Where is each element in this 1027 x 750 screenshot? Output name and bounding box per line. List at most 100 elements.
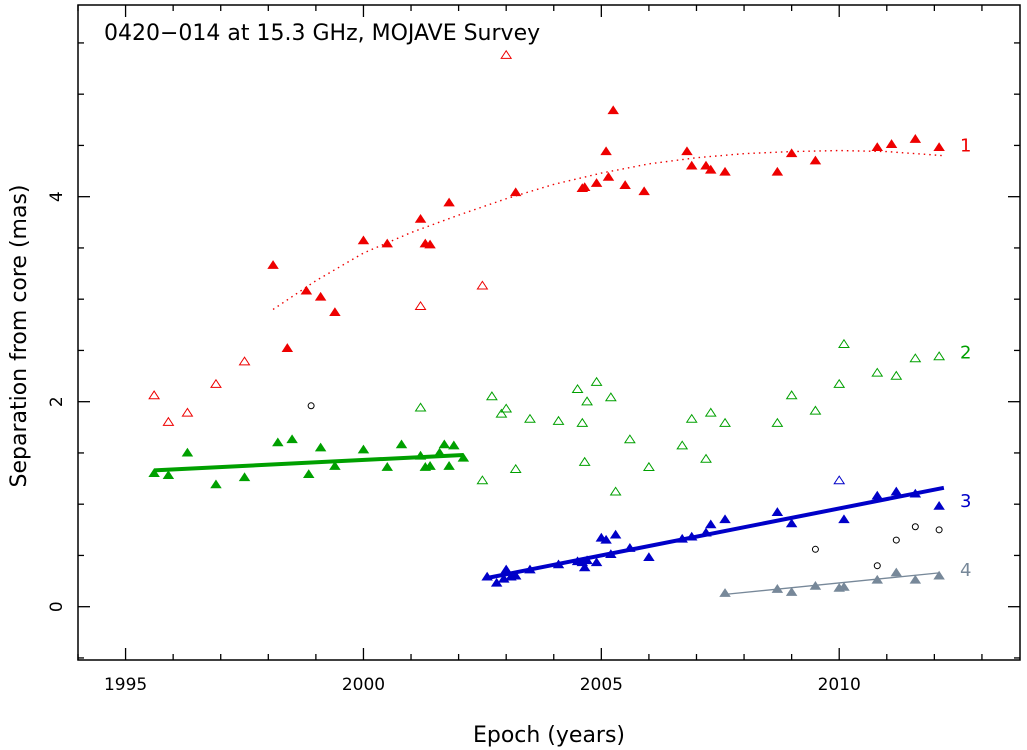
filled-point-1 — [281, 343, 294, 352]
filled-point-1 — [414, 214, 427, 223]
open-point-2 — [500, 403, 513, 413]
filled-point-2 — [181, 447, 194, 457]
fit-line-2 — [154, 452, 464, 473]
data-points — [148, 49, 946, 597]
filled-point-1 — [809, 155, 822, 165]
filled-point-3 — [552, 559, 565, 569]
filled-point-4 — [871, 574, 884, 584]
axis-tick-labels: 1995 2000 2005 2010 0 2 4 — [47, 191, 861, 695]
open-point-2 — [509, 463, 522, 473]
component-labels: 1 2 3 4 — [960, 135, 971, 580]
filled-point-1 — [933, 142, 945, 152]
filled-point-1 — [381, 238, 393, 248]
open-circle-point — [911, 523, 919, 531]
open-point-2 — [676, 440, 689, 450]
open-point-2 — [552, 415, 565, 425]
open-point-2 — [838, 338, 850, 348]
open-point-1 — [162, 416, 175, 426]
filled-point-1 — [357, 235, 370, 245]
filled-point-2 — [395, 439, 408, 449]
filled-point-2 — [272, 437, 284, 447]
filled-point-1 — [638, 186, 650, 196]
open-point-3 — [833, 475, 846, 485]
filled-point-2 — [357, 444, 370, 454]
filled-point-4 — [933, 570, 945, 580]
filled-point-1 — [509, 187, 522, 197]
filled-point-1 — [607, 105, 619, 115]
filled-point-2 — [381, 462, 393, 471]
open-point-2 — [581, 396, 593, 406]
filled-point-2 — [448, 440, 460, 450]
filled-point-1 — [329, 307, 341, 317]
fit-line-3 — [486, 485, 945, 580]
plot-frame — [77, 4, 1021, 661]
open-point-2 — [719, 417, 731, 427]
y-tick-label: 4 — [47, 191, 67, 202]
filled-point-3 — [785, 518, 798, 528]
filled-point-3 — [705, 519, 717, 529]
open-point-1 — [500, 49, 513, 59]
y-axis-label: Separation from core (mas) — [7, 185, 32, 488]
open-circle-point — [892, 536, 900, 544]
open-point-2 — [571, 383, 584, 394]
open-point-2 — [414, 402, 427, 412]
filled-point-1 — [267, 260, 279, 269]
open-point-2 — [524, 413, 536, 423]
filled-point-4 — [771, 584, 784, 593]
filled-point-3 — [578, 562, 591, 572]
filled-point-1 — [700, 160, 712, 170]
open-point-2 — [890, 370, 903, 380]
filled-point-3 — [771, 507, 784, 516]
component-label-4: 4 — [960, 560, 971, 581]
filled-point-1 — [590, 178, 603, 187]
filled-point-3 — [609, 529, 622, 539]
filled-point-3 — [509, 570, 522, 580]
filled-point-3 — [933, 501, 945, 510]
open-point-2 — [685, 413, 698, 423]
filled-point-2 — [210, 479, 222, 489]
open-point-1 — [181, 407, 194, 417]
filled-point-2 — [329, 461, 341, 470]
open-point-2 — [704, 407, 717, 417]
filled-point-4 — [838, 581, 850, 591]
filled-point-3 — [581, 555, 593, 565]
filled-point-4 — [785, 587, 798, 596]
filled-point-1 — [602, 171, 615, 181]
filled-point-3 — [600, 534, 612, 544]
open-point-2 — [809, 405, 822, 415]
filled-point-3 — [590, 557, 603, 567]
filled-point-1 — [771, 166, 784, 176]
filled-point-3 — [719, 514, 731, 524]
axis-ticks — [77, 5, 1020, 660]
filled-point-2 — [424, 461, 436, 470]
open-point-1 — [210, 378, 222, 388]
y-tick-label: 0 — [47, 601, 67, 612]
filled-point-4 — [809, 580, 822, 590]
x-tick-label: 1995 — [104, 675, 147, 695]
filled-point-2 — [148, 468, 160, 477]
filled-point-2 — [238, 472, 251, 482]
open-point-2 — [476, 475, 489, 485]
filled-point-4 — [909, 574, 922, 584]
filled-point-2 — [414, 450, 427, 460]
filled-point-1 — [909, 134, 922, 143]
chart-title: 0420−014 at 15.3 GHz, MOJAVE Survey — [104, 21, 540, 46]
y-tick-label: 2 — [47, 396, 67, 407]
filled-point-2 — [457, 452, 470, 462]
open-point-1 — [414, 300, 427, 311]
filled-point-3 — [481, 571, 493, 581]
open-point-2 — [700, 453, 712, 463]
open-point-2 — [485, 391, 498, 401]
filled-point-1 — [705, 164, 717, 174]
x-tick-label: 2000 — [342, 675, 385, 695]
filled-point-3 — [524, 564, 536, 574]
fit-line-4 — [724, 572, 940, 596]
filled-point-1 — [619, 180, 631, 189]
open-circle-point — [811, 545, 819, 553]
filled-point-3 — [871, 490, 884, 500]
open-point-2 — [642, 461, 655, 471]
filled-point-3 — [643, 552, 655, 562]
filled-point-3 — [890, 486, 903, 496]
filled-point-3 — [838, 514, 850, 524]
